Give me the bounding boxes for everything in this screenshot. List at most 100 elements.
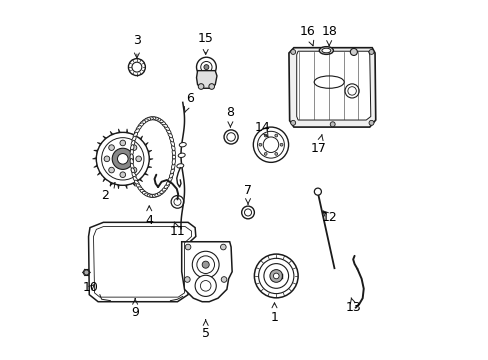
Circle shape	[108, 145, 114, 150]
Ellipse shape	[138, 123, 143, 127]
Ellipse shape	[136, 126, 141, 130]
Circle shape	[192, 251, 219, 278]
Circle shape	[96, 132, 149, 185]
Text: 11: 11	[169, 222, 185, 238]
Circle shape	[203, 65, 208, 69]
Circle shape	[349, 48, 357, 55]
Ellipse shape	[154, 118, 161, 121]
Text: 3: 3	[133, 34, 141, 58]
Circle shape	[200, 280, 210, 291]
Circle shape	[345, 84, 358, 98]
Ellipse shape	[132, 136, 136, 142]
Circle shape	[290, 120, 295, 125]
Ellipse shape	[178, 153, 185, 157]
Ellipse shape	[172, 149, 175, 156]
Circle shape	[221, 277, 226, 282]
Ellipse shape	[144, 118, 150, 121]
Ellipse shape	[131, 168, 135, 174]
Circle shape	[280, 143, 283, 146]
Text: 6: 6	[184, 93, 193, 112]
Circle shape	[253, 127, 288, 162]
Circle shape	[314, 188, 321, 195]
Ellipse shape	[152, 117, 158, 120]
Ellipse shape	[144, 193, 150, 197]
Circle shape	[171, 195, 183, 208]
Ellipse shape	[157, 192, 163, 195]
Circle shape	[185, 244, 190, 250]
Text: 12: 12	[321, 211, 336, 224]
Circle shape	[131, 145, 137, 150]
Circle shape	[195, 275, 216, 296]
Ellipse shape	[179, 143, 186, 147]
Circle shape	[104, 156, 109, 162]
Text: 9: 9	[131, 299, 139, 319]
Ellipse shape	[133, 132, 137, 138]
Circle shape	[131, 167, 137, 173]
Ellipse shape	[147, 194, 153, 197]
Ellipse shape	[172, 159, 175, 165]
Circle shape	[136, 156, 141, 162]
Ellipse shape	[140, 121, 145, 125]
Ellipse shape	[162, 123, 167, 127]
Polygon shape	[88, 222, 195, 302]
Ellipse shape	[162, 187, 167, 191]
Polygon shape	[288, 48, 375, 127]
Ellipse shape	[130, 154, 133, 160]
Ellipse shape	[152, 194, 158, 197]
Circle shape	[132, 62, 142, 72]
Circle shape	[264, 134, 266, 137]
Circle shape	[202, 261, 209, 268]
Text: 18: 18	[321, 25, 336, 46]
Text: 2: 2	[101, 183, 115, 202]
Ellipse shape	[130, 159, 133, 165]
Ellipse shape	[170, 140, 174, 146]
Ellipse shape	[167, 176, 172, 182]
Circle shape	[264, 264, 288, 288]
Circle shape	[264, 153, 266, 155]
Circle shape	[224, 130, 238, 144]
Ellipse shape	[313, 76, 344, 88]
Circle shape	[241, 206, 254, 219]
Ellipse shape	[160, 121, 165, 125]
Ellipse shape	[130, 145, 134, 151]
Circle shape	[108, 167, 114, 173]
Ellipse shape	[157, 119, 163, 123]
Polygon shape	[296, 51, 370, 120]
Circle shape	[257, 131, 284, 158]
Ellipse shape	[171, 163, 175, 170]
Ellipse shape	[140, 189, 145, 193]
Circle shape	[368, 49, 373, 54]
Ellipse shape	[172, 154, 175, 160]
Ellipse shape	[319, 47, 333, 54]
Circle shape	[198, 84, 203, 89]
Text: 17: 17	[310, 135, 326, 155]
Circle shape	[226, 133, 235, 141]
Circle shape	[174, 198, 181, 206]
Circle shape	[258, 258, 293, 294]
Circle shape	[273, 273, 279, 279]
Ellipse shape	[170, 168, 174, 174]
Ellipse shape	[160, 189, 165, 193]
Text: 10: 10	[83, 281, 99, 294]
Circle shape	[274, 134, 277, 137]
Ellipse shape	[131, 140, 135, 146]
Text: 1: 1	[270, 303, 278, 324]
Circle shape	[274, 153, 277, 155]
Circle shape	[290, 49, 295, 54]
Ellipse shape	[177, 164, 183, 168]
Ellipse shape	[164, 184, 169, 189]
Ellipse shape	[142, 192, 148, 195]
Circle shape	[184, 277, 190, 282]
Ellipse shape	[133, 176, 137, 182]
Circle shape	[120, 172, 125, 177]
Circle shape	[220, 244, 225, 250]
Circle shape	[197, 256, 214, 274]
Circle shape	[117, 153, 128, 164]
Circle shape	[368, 120, 373, 125]
Ellipse shape	[167, 132, 172, 138]
Ellipse shape	[169, 136, 173, 142]
Circle shape	[269, 270, 282, 282]
Ellipse shape	[154, 193, 161, 197]
Text: 8: 8	[226, 107, 234, 127]
Ellipse shape	[171, 145, 175, 151]
